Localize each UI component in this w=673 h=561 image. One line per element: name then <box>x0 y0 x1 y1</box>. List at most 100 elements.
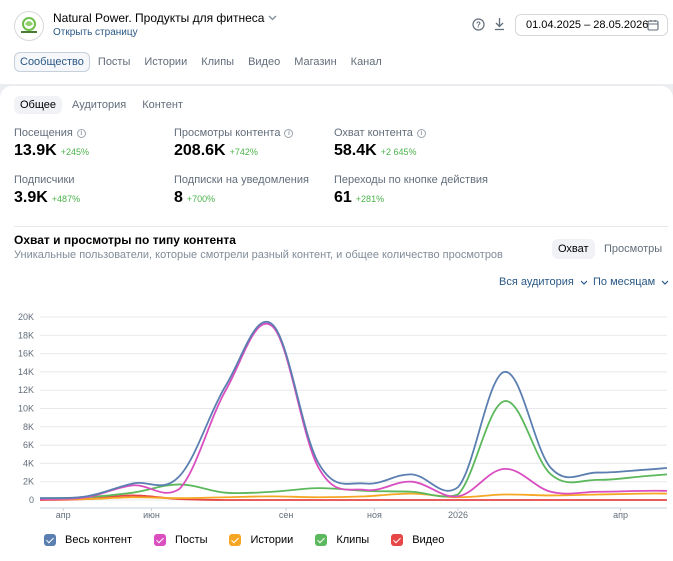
tab-community[interactable]: Сообщество <box>14 52 90 72</box>
legend-item-all-content[interactable]: Весь контент <box>44 534 132 546</box>
chart-title: Охват и просмотры по типу контента <box>14 233 236 247</box>
checkbox-icon[interactable] <box>391 534 404 546</box>
metric-value: 58.4K <box>334 142 377 159</box>
metric-label: Охват контента <box>334 127 413 139</box>
series-line-1 <box>39 322 668 500</box>
main-tabs: Сообщество Посты Истории Клипы Видео Маг… <box>14 52 390 72</box>
y-tick-label: 14K <box>18 367 34 377</box>
y-tick-label: 2K <box>23 477 34 487</box>
metric-value: 3.9K <box>14 189 48 206</box>
chevron-down-icon <box>580 280 588 285</box>
download-icon[interactable] <box>493 17 506 31</box>
legend-label: Весь контент <box>65 534 133 546</box>
tab-shop[interactable]: Магазин <box>294 56 337 68</box>
chart-legend: Весь контент Посты Истории Клипы Видео <box>44 534 466 546</box>
checkbox-icon[interactable] <box>154 534 167 546</box>
content-reach-line-chart: 0 2K 4K 6K 8K 10K 12K 14K 16K 18K 20K апр июн сен ноя 2… <box>18 312 668 520</box>
calendar-icon <box>647 20 659 31</box>
legend-label: Видео <box>412 534 445 546</box>
x-tick-label: сен <box>279 510 294 520</box>
info-icon[interactable]: i <box>416 128 426 138</box>
leaf-logo-icon <box>21 17 37 33</box>
metric-content-reach: Охват контента i 58.4K +2 645% <box>334 127 426 160</box>
legend-item-video[interactable]: Видео <box>391 534 444 546</box>
y-tick-label: 10K <box>18 404 34 414</box>
chart-subtitle: Уникальные пользователи, которые смотрел… <box>14 249 503 261</box>
metric-label: Подписки на уведомления <box>174 174 309 186</box>
legend-label: Клипы <box>336 534 370 546</box>
y-tick-label: 20K <box>18 312 34 322</box>
subtab-content[interactable]: Контент <box>142 99 183 111</box>
date-range-picker[interactable]: 01.04.2025 – 28.05.2026 <box>515 14 668 36</box>
sub-tabs: Общее Аудитория Контент <box>14 96 193 114</box>
subtab-general[interactable]: Общее <box>14 96 63 114</box>
legend-item-posts[interactable]: Посты <box>154 534 207 546</box>
y-tick-label: 6K <box>23 440 34 450</box>
series-line-4 <box>39 494 667 501</box>
info-icon[interactable]: i <box>76 128 86 138</box>
metric-action-button-clicks: Переходы по кнопке действия 61 +281% <box>334 174 488 207</box>
metric-label: Посещения <box>14 127 73 139</box>
toggle-views[interactable]: Просмотры <box>604 243 663 255</box>
metric-label: Переходы по кнопке действия <box>334 174 489 186</box>
info-icon[interactable]: i <box>284 128 294 138</box>
community-avatar[interactable] <box>14 11 44 41</box>
checkbox-icon[interactable] <box>315 534 328 546</box>
y-tick-label: 0 <box>29 495 34 505</box>
metric-delta: +281% <box>355 194 385 204</box>
metric-label: Просмотры контента <box>174 127 281 139</box>
metric-value: 13.9K <box>14 142 57 159</box>
metric-value: 208.6K <box>174 142 226 159</box>
audience-filter-label: Вся аудитория <box>499 276 574 288</box>
subtab-audience[interactable]: Аудитория <box>72 99 127 111</box>
legend-label: Истории <box>250 534 294 546</box>
period-filter-label: По месяцам <box>593 276 656 288</box>
y-tick-label: 16K <box>18 349 34 359</box>
tab-video[interactable]: Видео <box>248 56 281 68</box>
svg-text:?: ? <box>476 20 481 29</box>
audience-filter[interactable]: Вся аудитория <box>499 276 588 288</box>
metric-delta: +487% <box>51 194 81 204</box>
x-tick-label: июн <box>143 510 160 520</box>
metric-delta: +2 645% <box>380 147 417 157</box>
metric-content-views: Просмотры контента i 208.6K +742% <box>174 127 294 160</box>
tab-channel[interactable]: Канал <box>350 56 382 68</box>
metric-visits: Посещения i 13.9K +245% <box>14 127 89 160</box>
metric-value: 8 <box>174 189 183 206</box>
metric-value: 61 <box>334 189 352 206</box>
community-name-text: Natural Power. Продукты для фитнеса <box>53 11 265 25</box>
tab-posts[interactable]: Посты <box>97 56 131 68</box>
metric-delta: +245% <box>60 147 89 157</box>
metric-delta: +700% <box>186 194 216 204</box>
tab-stories[interactable]: Истории <box>144 56 188 68</box>
x-tick-label: апр <box>56 510 71 520</box>
metric-subscribers: Подписчики 3.9K +487% <box>14 174 80 207</box>
community-name[interactable]: Natural Power. Продукты для фитнеса <box>53 11 277 25</box>
metric-notification-subscriptions: Подписки на уведомления 8 +700% <box>174 174 309 207</box>
date-range-text: 01.04.2025 – 28.05.2026 <box>526 19 649 31</box>
checkbox-icon[interactable] <box>229 534 242 546</box>
section-divider <box>14 226 668 227</box>
x-tick-label: апр <box>613 510 628 520</box>
chevron-down-icon <box>661 280 669 285</box>
x-tick-label: ноя <box>367 510 382 520</box>
y-tick-label: 12K <box>18 385 34 395</box>
legend-item-clips[interactable]: Клипы <box>315 534 369 546</box>
help-icon[interactable]: ? <box>472 18 485 31</box>
legend-label: Посты <box>175 534 208 546</box>
series-line-0 <box>39 321 668 500</box>
y-tick-label: 18K <box>18 330 34 340</box>
toggle-reach[interactable]: Охват <box>552 239 595 259</box>
open-page-link[interactable]: Открыть страницу <box>53 27 138 38</box>
legend-item-stories[interactable]: Истории <box>229 534 293 546</box>
tab-clips[interactable]: Клипы <box>201 56 235 68</box>
period-filter[interactable]: По месяцам <box>593 276 669 288</box>
y-tick-label: 8K <box>23 422 34 432</box>
chevron-down-icon <box>269 15 277 21</box>
metric-label: Подписчики <box>14 174 75 186</box>
metric-delta: +742% <box>229 147 258 157</box>
series-line-2 <box>39 492 668 501</box>
checkbox-icon[interactable] <box>44 534 56 546</box>
x-tick-label: 2026 <box>448 510 468 520</box>
y-tick-label: 4K <box>23 458 34 468</box>
